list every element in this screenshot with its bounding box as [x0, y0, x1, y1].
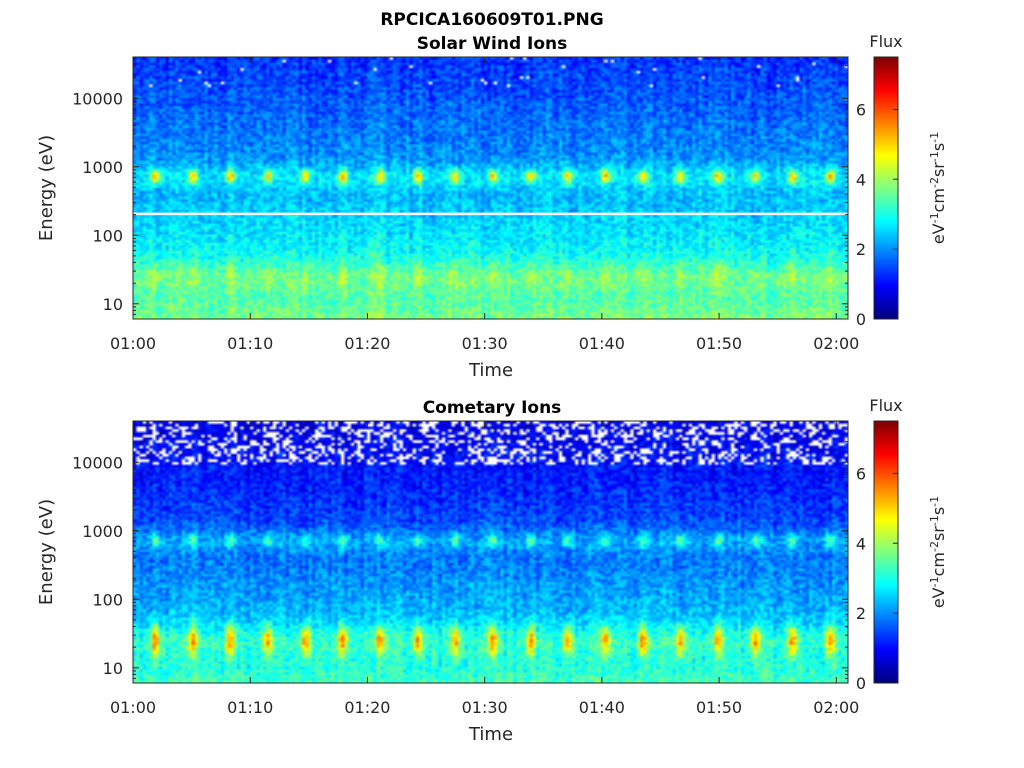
cometary-colorbar-label: eV-1cm-2sr-1s-1 — [928, 496, 948, 608]
x-tick-label: 01:00 — [110, 334, 156, 353]
solar-wind-axes-frame — [132, 56, 849, 320]
x-tick-label: 01:20 — [344, 698, 390, 717]
y-tick-label: 1000 — [82, 522, 123, 541]
y-tick-label: 10 — [103, 295, 123, 314]
y-tick-label: 10000 — [72, 89, 123, 108]
solar-wind-colorbar-title: Flux — [869, 32, 902, 51]
x-tick-label: 02:00 — [813, 698, 859, 717]
y-tick-label: 100 — [92, 226, 123, 245]
cometary-panel: Cometary Ions 01:00 01:10 01:20 01:30 01:40 0… — [36, 396, 948, 745]
colorbar-tick-label: 6 — [856, 100, 866, 119]
x-tick-label: 01:00 — [110, 698, 156, 717]
solar-wind-x-ticks: 01:00 01:10 01:20 01:30 01:40 01:50 02:00 — [110, 57, 859, 353]
cometary-colorbar — [874, 421, 898, 683]
x-tick-label: 01:30 — [462, 334, 508, 353]
x-tick-label: 01:50 — [696, 334, 742, 353]
x-tick-label: 01:30 — [462, 698, 508, 717]
x-tick-label: 01:40 — [579, 334, 625, 353]
colorbar-tick-label: 6 — [856, 464, 866, 483]
cometary-spectrogram — [133, 421, 848, 683]
cometary-x-ticks: 01:00 01:10 01:20 01:30 01:40 01:50 02:00 — [110, 421, 859, 717]
solar-wind-colorbar-label: eV-1cm-2sr-1s-1 — [928, 132, 948, 244]
solar-wind-panel: Solar Wind Ions 01:00 01:10 01:20 01:30 01:4… — [36, 32, 948, 381]
x-tick-label: 02:00 — [813, 334, 859, 353]
solar-wind-spectrogram — [133, 57, 848, 319]
y-tick-label: 10000 — [72, 453, 123, 472]
cometary-colorbar-frame — [873, 420, 899, 684]
x-tick-label: 01:10 — [227, 334, 273, 353]
colorbar-tick-label: 4 — [856, 170, 866, 189]
y-tick-label: 1000 — [82, 158, 123, 177]
cometary-y-ticks: 10 100 1000 10000 — [72, 420, 848, 684]
x-tick-label: 01:50 — [696, 698, 742, 717]
colorbar-tick-label: 2 — [856, 240, 866, 259]
solar-wind-title: Solar Wind Ions — [417, 34, 568, 54]
y-tick-label: 10 — [103, 659, 123, 678]
x-tick-label: 01:40 — [579, 698, 625, 717]
colorbar-tick-label: 2 — [856, 604, 866, 623]
cometary-colorbar-ticks: 0 2 4 6 — [856, 464, 898, 693]
solar-wind-y-ticks: 10 100 1000 10000 — [72, 56, 848, 320]
figure-title: RPCICA160609T01.PNG — [380, 10, 603, 30]
colorbar-tick-label: 0 — [856, 310, 866, 329]
cometary-title: Cometary Ions — [423, 398, 562, 418]
solar-wind-colorbar-ticks: 0 2 4 6 — [856, 100, 898, 329]
y-tick-label: 100 — [92, 590, 123, 609]
colorbar-tick-label: 4 — [856, 534, 866, 553]
cometary-ylabel: Energy (eV) — [36, 499, 57, 605]
solar-wind-colorbar — [874, 57, 898, 319]
x-tick-label: 01:20 — [344, 334, 390, 353]
solar-wind-ylabel: Energy (eV) — [36, 135, 57, 241]
solar-wind-xlabel: Time — [468, 360, 513, 381]
cometary-xlabel: Time — [468, 724, 513, 745]
cometary-axes-frame — [132, 420, 849, 684]
x-tick-label: 01:10 — [227, 698, 273, 717]
colorbar-tick-label: 0 — [856, 674, 866, 693]
cometary-colorbar-title: Flux — [869, 396, 902, 415]
solar-wind-colorbar-frame — [873, 56, 899, 320]
